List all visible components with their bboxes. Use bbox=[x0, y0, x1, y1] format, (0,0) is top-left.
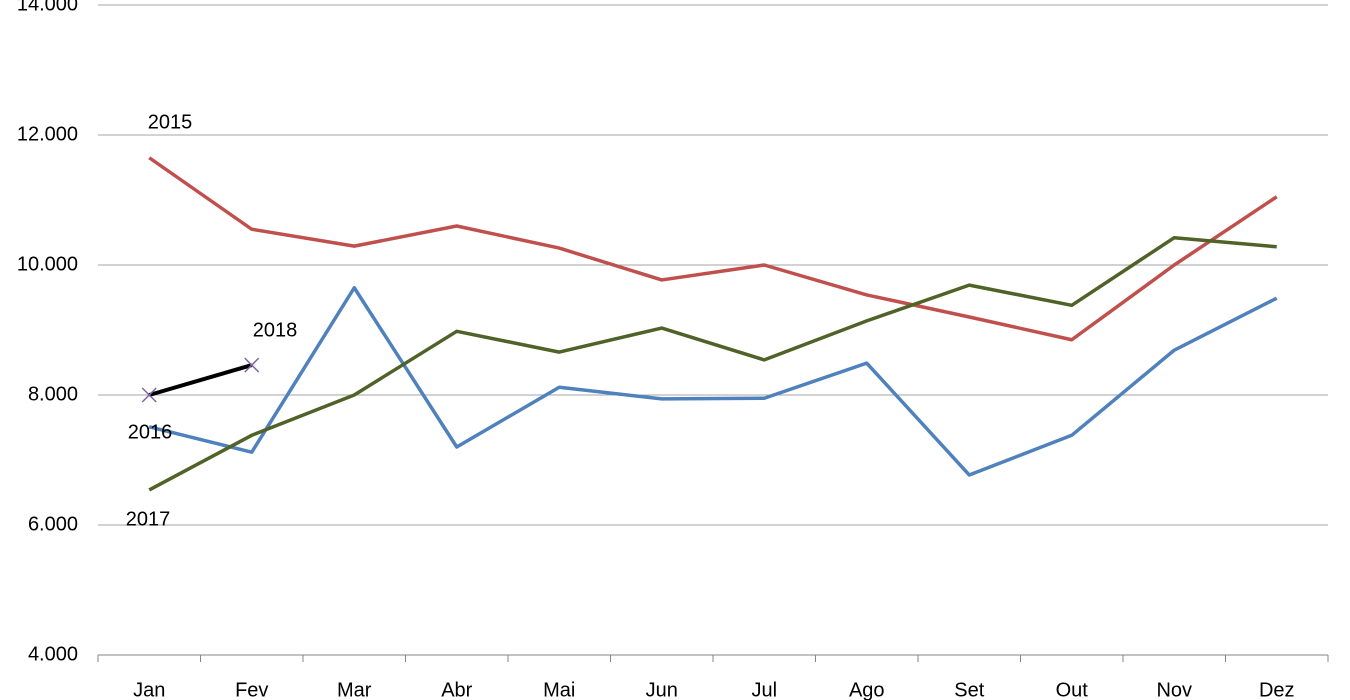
x-tick-label: Mai bbox=[543, 679, 575, 700]
x-tick-label: Nov bbox=[1156, 679, 1192, 700]
marker bbox=[141, 387, 157, 403]
y-tick-label: 8.000 bbox=[28, 383, 78, 405]
series-label: 2015 bbox=[148, 111, 193, 133]
marker bbox=[244, 357, 260, 373]
series-label: 2017 bbox=[126, 508, 171, 530]
series-label: 2016 bbox=[128, 421, 173, 443]
y-tick-label: 12.000 bbox=[17, 123, 78, 145]
x-tick-label: Out bbox=[1056, 679, 1089, 700]
y-tick-label: 6.000 bbox=[28, 513, 78, 535]
x-tick-label: Mar bbox=[337, 679, 372, 700]
series-label: 2018 bbox=[253, 319, 298, 341]
x-tick-label: Jul bbox=[751, 679, 777, 700]
x-tick-label: Jun bbox=[646, 679, 678, 700]
series-line bbox=[148, 156, 1278, 342]
x-tick-label: Set bbox=[954, 679, 984, 700]
y-tick-label: 10.000 bbox=[17, 253, 78, 275]
y-tick-label: 4.000 bbox=[28, 643, 78, 665]
x-tick-label: Fev bbox=[235, 679, 268, 700]
series-line bbox=[148, 286, 1278, 477]
x-tick-label: Dez bbox=[1259, 679, 1295, 700]
x-tick-label: Abr bbox=[441, 679, 472, 700]
series-line bbox=[148, 235, 1277, 492]
x-tick-label: Ago bbox=[849, 679, 885, 700]
y-tick-label: 14.000 bbox=[17, 0, 78, 15]
x-tick-label: Jan bbox=[133, 679, 165, 700]
series-line bbox=[148, 363, 253, 397]
